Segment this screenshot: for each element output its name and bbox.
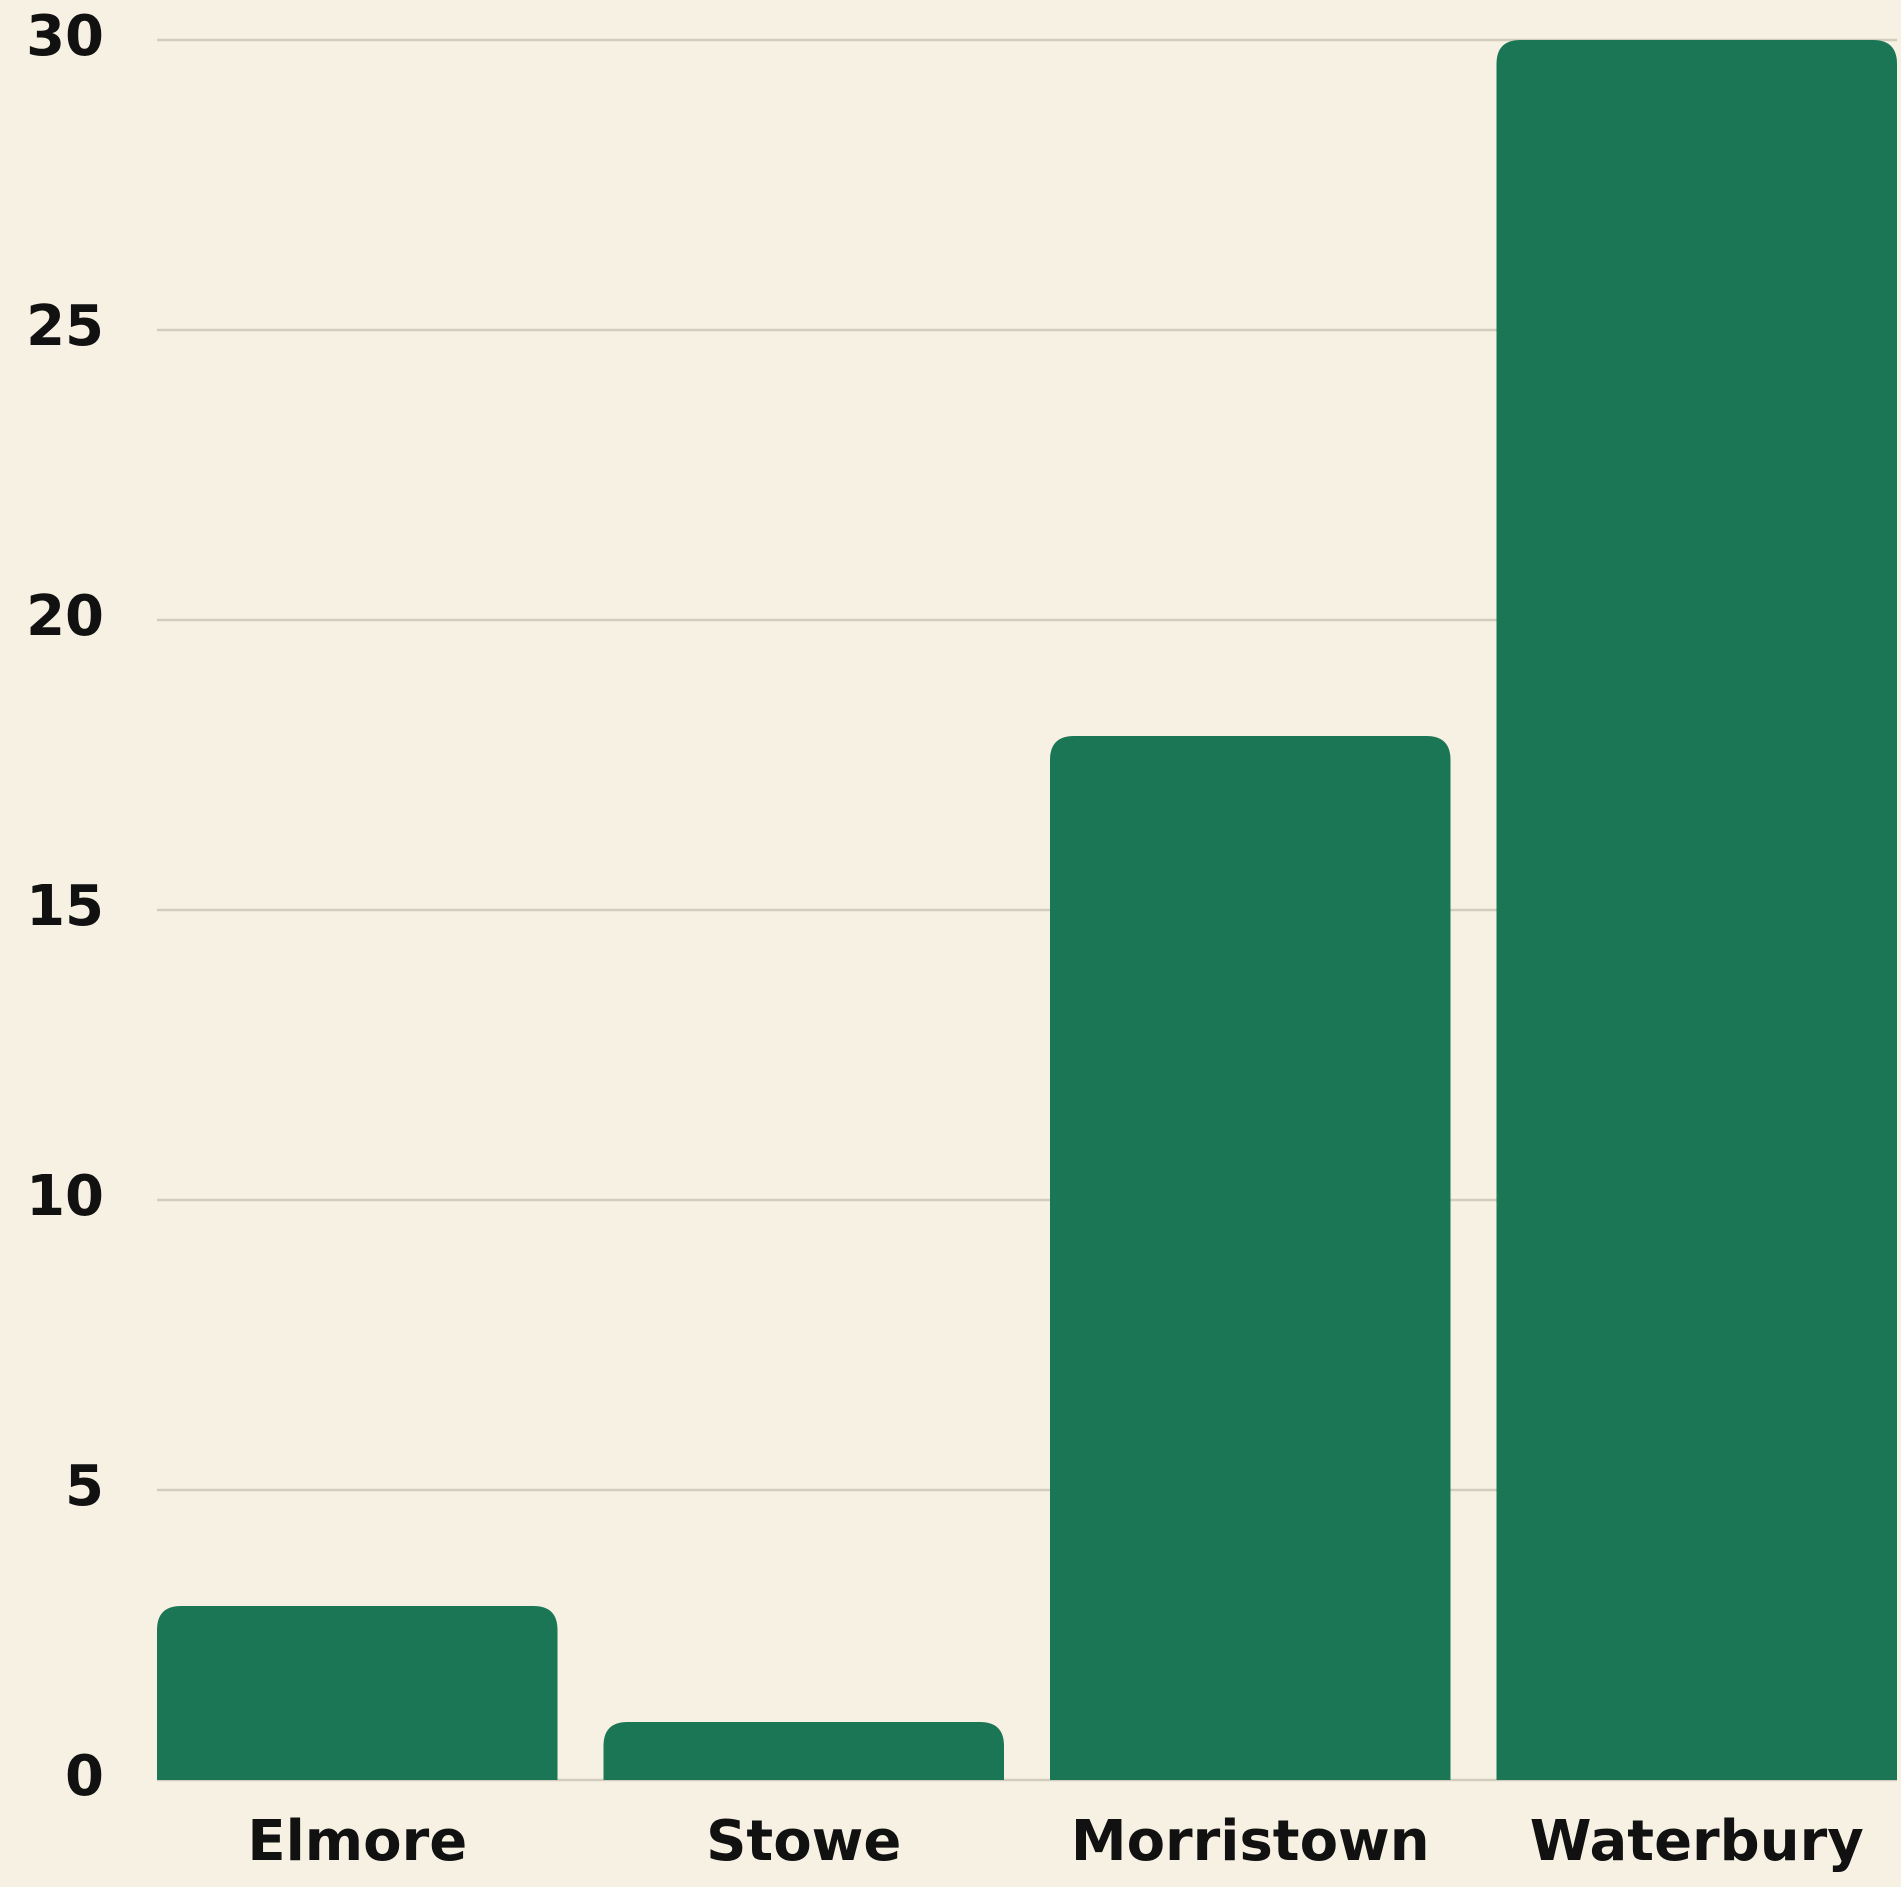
x-tick-label: Stowe xyxy=(706,1809,901,1874)
bar xyxy=(1496,40,1897,1780)
x-tick-label: Morristown xyxy=(1071,1809,1430,1874)
y-tick-label: 5 xyxy=(65,1454,104,1519)
y-tick-label: 15 xyxy=(26,874,104,939)
x-tick-label: Elmore xyxy=(247,1809,467,1874)
y-tick-label: 30 xyxy=(26,4,104,69)
bar xyxy=(1050,736,1451,1780)
bar xyxy=(157,1606,558,1780)
y-tick-label: 25 xyxy=(26,294,104,359)
bar xyxy=(603,1722,1004,1780)
y-tick-label: 0 xyxy=(65,1744,104,1809)
y-tick-label: 20 xyxy=(26,584,104,649)
y-tick-label: 10 xyxy=(26,1164,104,1229)
x-tick-label: Waterbury xyxy=(1530,1809,1864,1874)
